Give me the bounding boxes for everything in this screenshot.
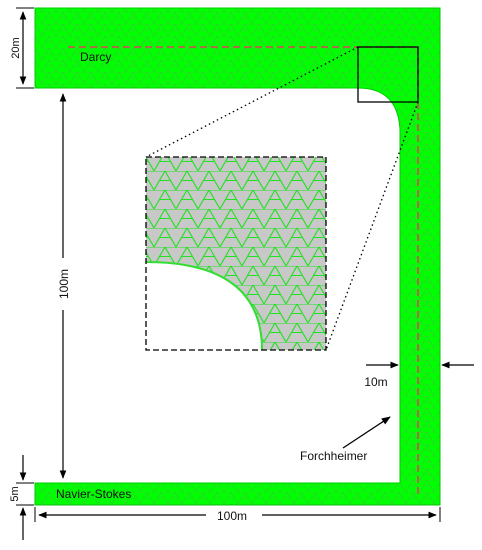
- left-height-dimension: [55, 93, 72, 479]
- bottom-height-dimension: [16, 455, 34, 540]
- right-width-label: 10m: [364, 375, 387, 389]
- zoom-connector-top: [145, 46, 359, 158]
- corner-detail-box: [357, 46, 419, 103]
- left-height-label: 100m: [57, 269, 71, 299]
- forchheimer-pointer-arrow: [342, 416, 391, 449]
- darcy-label: Darcy: [80, 50, 111, 64]
- bottom-width-label: 100m: [217, 509, 247, 523]
- bottom-height-label: 5m: [9, 486, 21, 501]
- zoom-inset: [145, 156, 327, 351]
- bottom-width-dimension: [34, 506, 441, 522]
- forchheimer-label: Forchheimer: [300, 449, 367, 463]
- mesh-domain: [34, 7, 441, 506]
- top-height-dimension: [16, 7, 34, 89]
- top-height-label: 20m: [10, 37, 22, 58]
- navier-stokes-label: Navier-Stokes: [56, 487, 131, 501]
